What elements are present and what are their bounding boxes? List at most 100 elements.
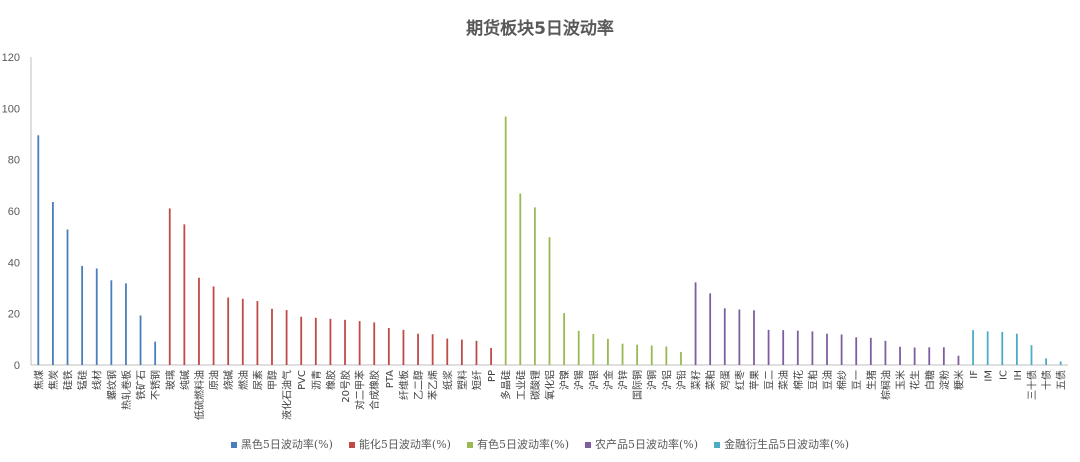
bar [607,338,609,365]
bar [460,339,463,365]
x-tick-labels: 焦煤 焦炭 硅铁 锰硅 线材 螺纹钢 热轧卷板 铁矿石 不锈钢 玻璃 纯碱 低硫燃料油 原油 烧碱 燃油 尿素… [32,370,1067,420]
bar [504,116,507,365]
bar [241,298,244,365]
x-tick-label: 线材 [91,370,104,390]
x-tick-label: 鸡蛋 [719,370,732,390]
x-tick-label: 焦炭 [47,370,60,390]
bar [212,286,215,365]
bar [519,193,522,365]
x-tick-label: 液化石油气 [281,370,294,420]
bar [358,321,361,365]
legend-item: 黑色5日波动率(%) [230,436,333,452]
y-axis: 0 20 40 60 80 100 120 [2,52,32,372]
bar [753,310,755,365]
bar [110,280,113,365]
legend-label: 有色5日波动率(%) [476,438,570,451]
bar [621,343,624,365]
x-tick-label: 菜粕 [704,370,717,390]
x-tick-label: 热轧卷板 [120,370,133,410]
bar [986,331,989,365]
bar [811,331,814,365]
bar [1045,358,1047,365]
bar [285,310,288,365]
x-tick-label: 多晶硅 [500,370,513,400]
x-tick-label: 粳米 [952,370,965,390]
y-tick-label: 0 [14,360,20,372]
bar [300,316,303,365]
legend-swatch [230,442,237,448]
x-tick-label: 烧碱 [222,370,235,390]
y-tick-label: 120 [2,52,20,64]
x-tick-label: 国际铜 [632,370,644,400]
x-tick-label: 苹果 [748,370,761,390]
x-tick-label: 氧化铝 [544,370,557,400]
x-tick-label: 豆一 [851,370,863,390]
bar [168,208,171,365]
x-tick-label: 生猪 [865,370,878,390]
bar [840,334,843,365]
x-tick-label: 纤维板 [397,370,410,400]
bar [972,330,974,365]
x-tick-label: 白糖 [923,370,936,390]
bar [402,329,405,365]
legend-swatch [714,442,721,448]
x-tick-label: 豆油 [821,370,834,390]
bar [1030,345,1033,365]
bar [577,330,580,365]
x-tick-label: PVC [297,370,308,390]
x-tick-label: 锰硅 [76,370,89,390]
x-tick-label: 玻璃 [164,370,177,390]
bar [665,346,668,365]
x-tick-label: 沪铝 [660,370,673,390]
y-tick-label: 80 [8,155,20,167]
x-tick-label: 棉花 [792,370,805,390]
bar [1015,333,1018,365]
bar [957,355,960,365]
x-tick-label: 铁矿石 [135,370,148,400]
x-tick-label: 十债 [1040,370,1053,390]
bar [387,328,390,365]
x-tick-label: 燃油 [237,370,250,390]
x-tick-label: 三十债 [1025,370,1038,400]
x-tick-label: 对二甲苯 [354,370,367,410]
x-tick-label: 焦煤 [32,370,45,390]
x-tick-label: 低硫燃料油 [193,370,206,420]
x-tick-label: 工业硅 [514,370,527,400]
x-tick-label: PTA [385,370,396,388]
x-tick-label: 螺纹钢 [105,370,118,400]
x-tick-label: 苯乙烯 [427,370,440,400]
x-tick-label: IF [969,370,980,379]
bar [66,229,69,365]
x-tick-label: 花生 [909,370,922,390]
bar [855,337,858,365]
bar [928,347,931,365]
bar [271,308,273,365]
legend-item: 农产品5日波动率(%) [585,436,698,452]
bar [227,297,230,365]
bar [139,315,142,365]
bar [37,135,40,365]
bar [95,268,98,365]
bar [709,293,712,365]
legend-label: 金融衍生品5日波动率(%) [724,438,850,451]
x-tick-label: 纯碱 [178,370,191,390]
bar [52,202,54,365]
x-tick-label: 合成橡胶 [368,370,381,410]
bar [154,341,157,365]
x-tick-label: 甲醇 [266,370,279,390]
bar [826,333,828,365]
x-tick-label: 沪锌 [617,370,630,390]
bar [446,338,449,365]
bar [329,318,332,365]
bar [431,334,434,365]
x-tick-label: 沥青 [310,370,323,390]
bar [636,344,639,365]
bar [899,346,901,365]
bar [81,265,84,365]
x-tick-label: 菜油 [777,370,790,390]
x-tick-label: 乙二醇 [412,370,425,400]
bar [373,322,376,365]
bar [680,351,682,365]
x-tick-label: 沪铅 [675,370,688,390]
